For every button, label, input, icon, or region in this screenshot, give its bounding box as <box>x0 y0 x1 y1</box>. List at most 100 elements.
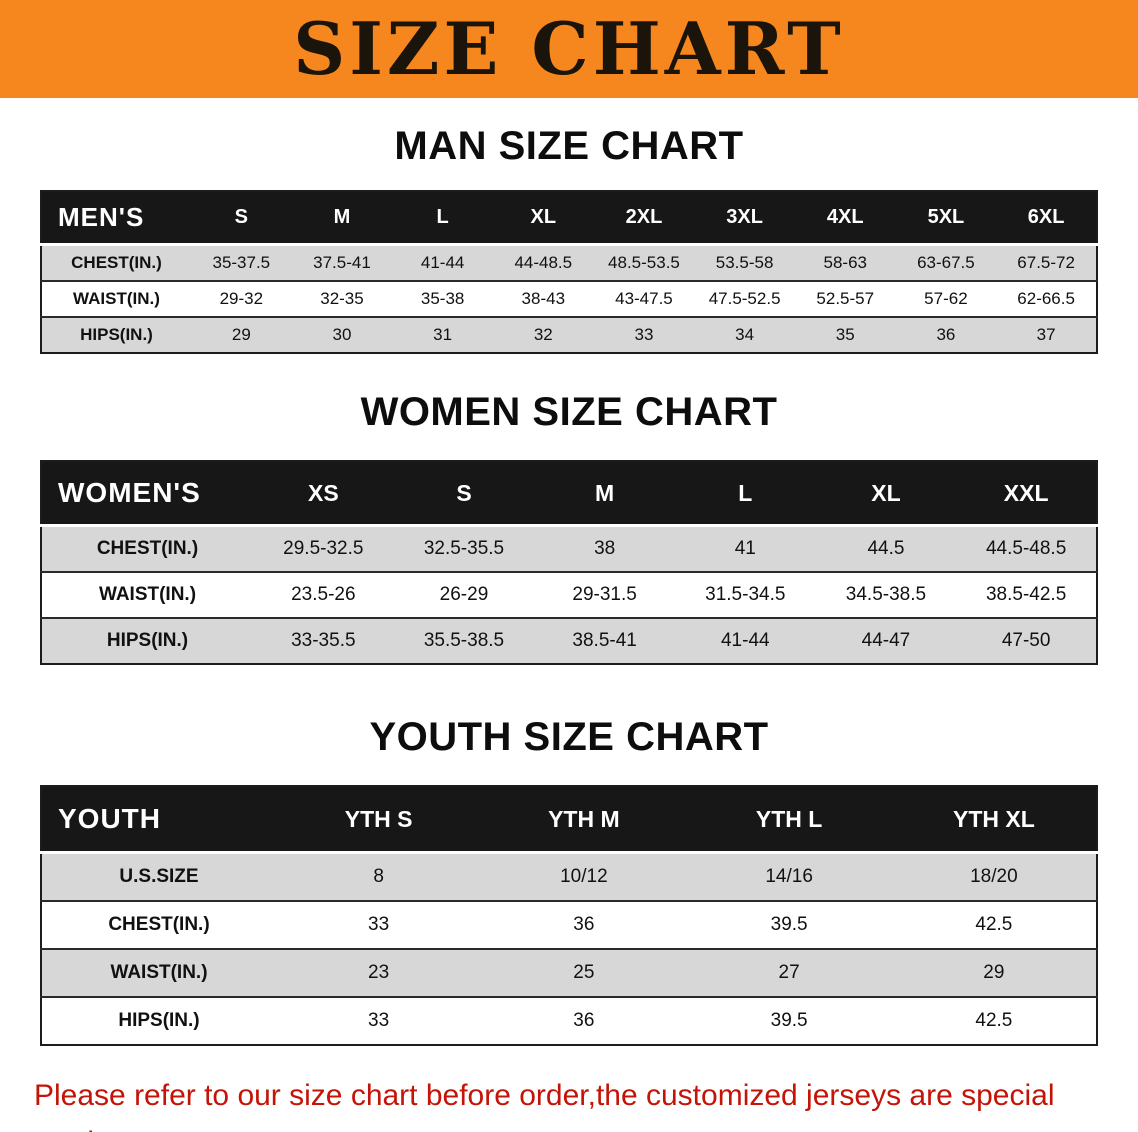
title-banner: SIZE CHART <box>0 0 1138 98</box>
value-cell: 39.5 <box>686 996 892 1045</box>
size-column-header: XXL <box>956 461 1097 526</box>
table-title-cell: YOUTH <box>41 786 276 853</box>
value-cell: 29-31.5 <box>534 571 675 618</box>
value-cell: 34 <box>694 316 795 353</box>
value-cell: 63-67.5 <box>895 243 997 281</box>
value-cell: 35.5-38.5 <box>393 617 535 664</box>
table-title-cell: MEN'S <box>41 191 191 245</box>
table-row: WAIST(IN.) 29-32 32-35 35-38 38-43 43-47.5 47.… <box>41 280 1097 317</box>
row-label: HIPS(IN.) <box>41 996 276 1045</box>
value-cell: 30 <box>291 316 393 353</box>
row-label: WAIST(IN.) <box>41 948 276 997</box>
table-row: HIPS(IN.) 33 36 39.5 42.5 <box>41 996 1097 1045</box>
value-cell: 31 <box>392 316 493 353</box>
value-cell: 36 <box>481 996 687 1045</box>
size-column-header: L <box>392 191 493 245</box>
size-column-header: 5XL <box>895 191 997 245</box>
value-cell: 58-63 <box>794 243 896 281</box>
value-cell: 23 <box>276 948 482 997</box>
row-label: CHEST(IN.) <box>41 243 191 281</box>
size-column-header: YTH M <box>481 786 687 853</box>
row-label: CHEST(IN.) <box>41 900 276 949</box>
value-cell: 32.5-35.5 <box>393 524 535 572</box>
table-row: HIPS(IN.) 29 30 31 32 33 34 35 36 37 <box>41 316 1097 353</box>
value-cell: 32 <box>492 316 594 353</box>
value-cell: 42.5 <box>891 900 1097 949</box>
value-cell: 47.5-52.5 <box>694 280 795 317</box>
value-cell: 57-62 <box>895 280 997 317</box>
size-column-header: 4XL <box>794 191 896 245</box>
value-cell: 53.5-58 <box>694 243 795 281</box>
youth-section-heading: YOUTH SIZE CHART <box>369 715 769 759</box>
value-cell: 44-47 <box>815 617 957 664</box>
value-cell: 29 <box>891 948 1097 997</box>
value-cell: 33 <box>276 996 482 1045</box>
size-column-header: XL <box>492 191 594 245</box>
table-row: WAIST(IN.) 23 25 27 29 <box>41 948 1097 997</box>
youth-section: YOUTH SIZE CHART YOUTH YTH S YTH M YTH L YTH… <box>0 715 1138 1046</box>
value-cell: 37 <box>996 316 1097 353</box>
value-cell: 36 <box>481 900 687 949</box>
value-cell: 48.5-53.5 <box>593 243 695 281</box>
value-cell: 38-43 <box>492 280 594 317</box>
value-cell: 35-38 <box>392 280 493 317</box>
women-section-heading: WOMEN SIZE CHART <box>360 390 778 434</box>
table-row: CHEST(IN.) 35-37.5 37.5-41 41-44 44-48.5 48.5… <box>41 243 1097 281</box>
size-column-header: 3XL <box>694 191 795 245</box>
value-cell: 42.5 <box>891 996 1097 1045</box>
value-cell: 32-35 <box>291 280 393 317</box>
value-cell: 41-44 <box>392 243 493 281</box>
value-cell: 67.5-72 <box>996 243 1097 281</box>
value-cell: 38.5-41 <box>534 617 675 664</box>
size-column-header: YTH XL <box>891 786 1097 853</box>
size-column-header: XS <box>253 461 394 526</box>
value-cell: 35-37.5 <box>191 243 292 281</box>
size-column-header: L <box>674 461 816 526</box>
value-cell: 33-35.5 <box>253 617 394 664</box>
value-cell: 44.5-48.5 <box>956 524 1097 572</box>
women-size-table: WOMEN'S XS S M L XL XXL CHEST(IN.) 29.5-32.5 32.5… <box>40 460 1098 665</box>
header-row: WOMEN'S XS S M L XL XXL <box>41 461 1097 526</box>
value-cell: 18/20 <box>891 851 1097 901</box>
size-column-header: XL <box>815 461 957 526</box>
size-column-header: 2XL <box>593 191 695 245</box>
value-cell: 33 <box>593 316 695 353</box>
value-cell: 47-50 <box>956 617 1097 664</box>
row-label: HIPS(IN.) <box>41 617 253 664</box>
row-label: U.S.SIZE <box>41 851 276 901</box>
value-cell: 38.5-42.5 <box>956 571 1097 618</box>
value-cell: 34.5-38.5 <box>815 571 957 618</box>
disclaimer-line-1: Please refer to our size chart before or… <box>34 1079 1055 1132</box>
value-cell: 14/16 <box>686 851 892 901</box>
value-cell: 52.5-57 <box>794 280 896 317</box>
men-section-heading: MAN SIZE CHART <box>394 124 744 168</box>
table-row: U.S.SIZE 8 10/12 14/16 18/20 <box>41 851 1097 901</box>
value-cell: 38 <box>534 524 675 572</box>
value-cell: 35 <box>794 316 896 353</box>
row-label: WAIST(IN.) <box>41 571 253 618</box>
size-column-header: S <box>393 461 535 526</box>
size-column-header: 6XL <box>996 191 1097 245</box>
table-row: WAIST(IN.) 23.5-26 26-29 29-31.5 31.5-34.5 34… <box>41 571 1097 618</box>
value-cell: 41 <box>674 524 816 572</box>
page-title: SIZE CHART <box>293 6 845 91</box>
value-cell: 29-32 <box>191 280 292 317</box>
row-label: WAIST(IN.) <box>41 280 191 317</box>
value-cell: 31.5-34.5 <box>674 571 816 618</box>
value-cell: 8 <box>276 851 482 901</box>
men-size-table: MEN'S S M L XL 2XL 3XL 4XL 5XL 6XL CHEST(IN.) 35-37… <box>40 190 1098 354</box>
value-cell: 44-48.5 <box>492 243 594 281</box>
value-cell: 43-47.5 <box>593 280 695 317</box>
value-cell: 29.5-32.5 <box>253 524 394 572</box>
value-cell: 36 <box>895 316 997 353</box>
value-cell: 33 <box>276 900 482 949</box>
size-column-header: S <box>191 191 292 245</box>
table-row: HIPS(IN.) 33-35.5 35.5-38.5 38.5-41 41-44 44-… <box>41 617 1097 664</box>
value-cell: 27 <box>686 948 892 997</box>
header-row: MEN'S S M L XL 2XL 3XL 4XL 5XL 6XL <box>41 191 1097 245</box>
men-section: MAN SIZE CHART MEN'S S M L XL 2XL 3XL 4XL 5XL 6XL… <box>0 124 1138 354</box>
size-column-header: M <box>291 191 393 245</box>
women-section: WOMEN SIZE CHART WOMEN'S XS S M L XL XXL CHEST(… <box>0 390 1138 665</box>
row-label: CHEST(IN.) <box>41 524 253 572</box>
